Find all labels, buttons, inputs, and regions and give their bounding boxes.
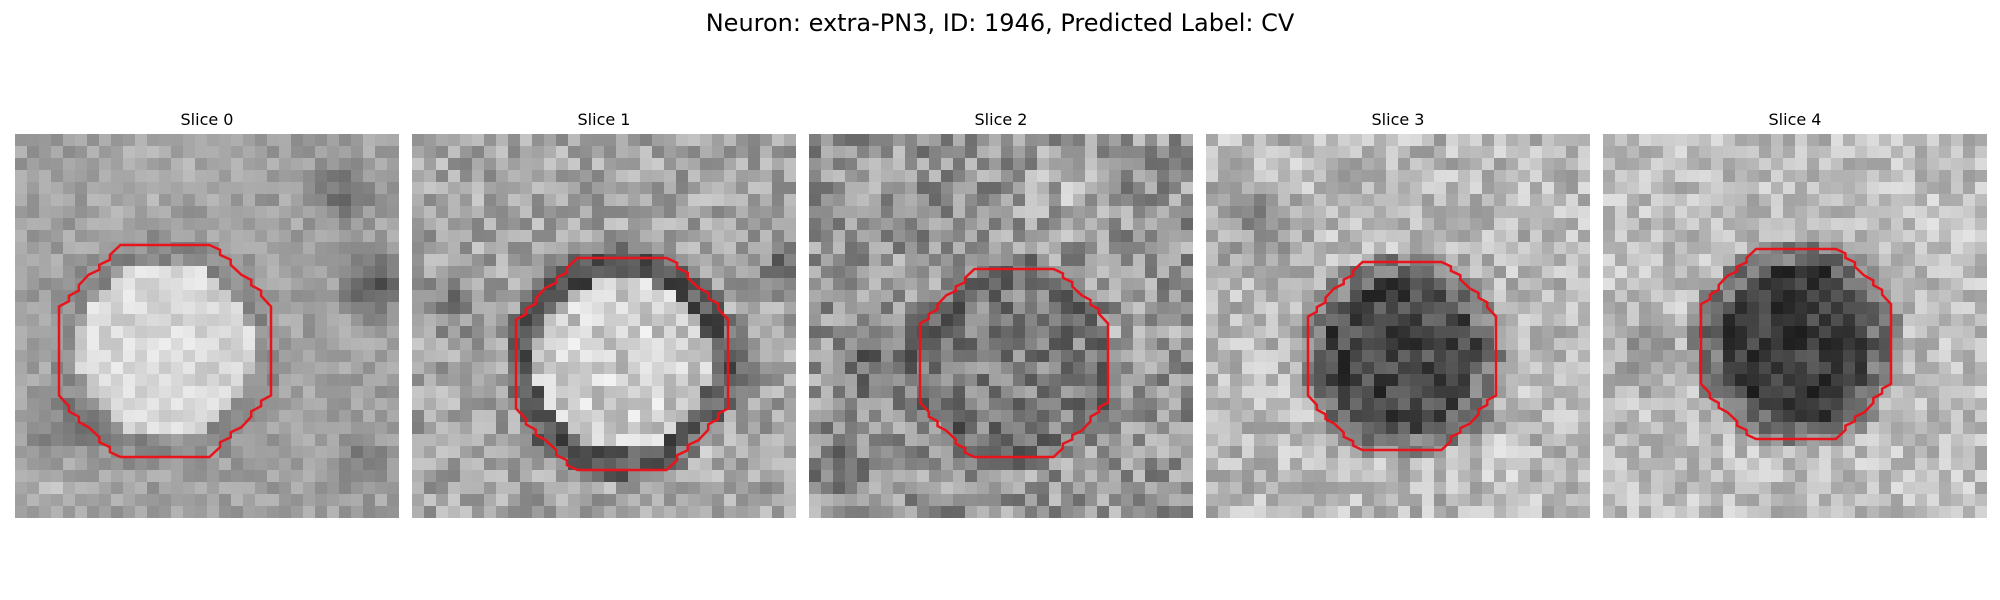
slice-image (1603, 134, 1987, 518)
slice-title: Slice 2 (974, 110, 1028, 129)
slice-image (15, 134, 399, 518)
microscopy-slice-image (412, 134, 796, 518)
slice-title: Slice 4 (1768, 110, 1822, 129)
microscopy-slice-image (15, 134, 399, 518)
roi-outline (514, 256, 730, 472)
microscopy-slice-image (1603, 134, 1987, 518)
roi-outline (1306, 260, 1498, 452)
slice-image (1206, 134, 1590, 518)
slice-title: Slice 3 (1371, 110, 1425, 129)
roi-outline (1699, 247, 1893, 441)
figure-title: Neuron: extra-PN3, ID: 1946, Predicted L… (705, 9, 1295, 37)
roi-outline (57, 243, 273, 459)
slice-title: Slice 1 (577, 110, 631, 129)
microscopy-slice-image (1206, 134, 1590, 518)
slice-title: Slice 0 (180, 110, 234, 129)
slice-image (412, 134, 796, 518)
roi-outline (918, 267, 1110, 459)
slice-image (809, 134, 1193, 518)
microscopy-slice-image (809, 134, 1193, 518)
